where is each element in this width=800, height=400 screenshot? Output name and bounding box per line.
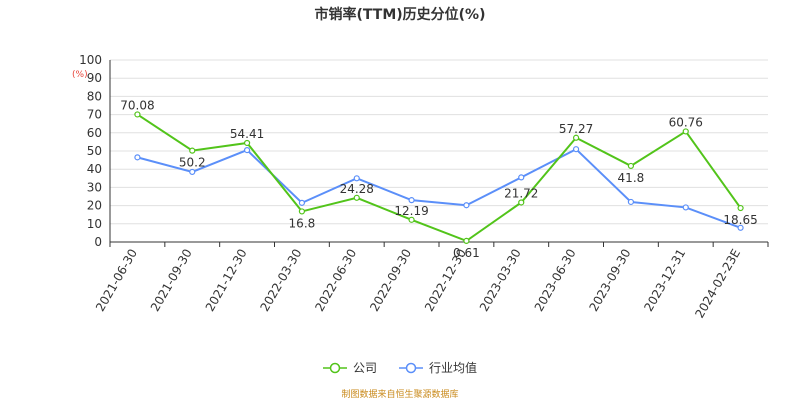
y-tick-label: 70 [87, 108, 102, 122]
company-data-label: 12.19 [394, 204, 428, 218]
chart-legend: 公司 行业均值 [0, 359, 800, 376]
y-tick-label: 80 [87, 89, 102, 103]
company-data-label: 18.65 [723, 213, 757, 227]
x-tick-label: 2021-06-30 [93, 247, 140, 314]
industry-point [682, 204, 689, 211]
industry-point [627, 198, 635, 206]
y-tick-label: 100 [79, 53, 102, 67]
company-point [243, 139, 251, 147]
y-tick-label: 0 [94, 235, 102, 249]
company-point [463, 237, 470, 244]
y-tick-label: 50 [87, 144, 102, 158]
y-axis-unit-label: (%) [72, 70, 88, 80]
x-tick-label: 2023-06-30 [532, 247, 579, 314]
company-point [627, 162, 635, 170]
y-tick-label: 10 [87, 217, 102, 231]
y-tick-label: 90 [87, 71, 102, 85]
company-point [518, 199, 525, 206]
x-tick-label: 2023-09-30 [587, 247, 634, 314]
legend-item-industry[interactable]: 行业均值 [399, 359, 477, 376]
industry-point [189, 168, 196, 176]
y-tick-label: 20 [87, 199, 102, 213]
company-data-label: 24.28 [340, 182, 374, 196]
series-line-company [136, 113, 742, 243]
industry-point [298, 199, 306, 206]
source-note: 制图数据来自恒生聚源数据库 [341, 390, 459, 400]
x-tick-label: 2022-09-30 [367, 247, 414, 314]
y-tick-label: 30 [87, 180, 102, 194]
company-point [298, 208, 306, 215]
x-tick-label: 2023-03-30 [477, 247, 524, 314]
industry-point [572, 146, 580, 153]
industry-point [134, 154, 141, 161]
x-tick-label: 2022-03-30 [258, 247, 305, 314]
legend-company-label: 公司 [352, 361, 377, 375]
company-point [682, 128, 689, 135]
x-tick-label: 2022-06-30 [312, 247, 359, 314]
company-data-label: 54.41 [230, 127, 264, 141]
x-tick-label: 2023-12-31 [641, 247, 688, 314]
x-tick-label: 2021-09-30 [148, 247, 195, 314]
company-point [408, 216, 415, 223]
company-point [737, 204, 744, 212]
industry-point [243, 146, 251, 154]
company-data-label: 50.2 [179, 156, 206, 170]
legend-industry-label: 行业均值 [429, 361, 478, 375]
y-tick-label: 60 [87, 126, 102, 140]
company-point [353, 194, 360, 201]
company-point [572, 134, 580, 141]
industry-point [353, 175, 360, 182]
series-line-industry [137, 147, 741, 229]
company-data-label: 0.61 [453, 246, 480, 260]
legend-company-marker-icon [322, 362, 347, 373]
industry-point [463, 202, 470, 209]
company-data-label: 41.8 [618, 171, 645, 185]
chart-title: 市销率(TTM)历史分位(%) [314, 7, 486, 23]
company-data-label: 57.27 [559, 122, 593, 136]
industry-point [518, 174, 525, 181]
legend-industry-marker-icon [399, 362, 423, 373]
y-tick-label: 40 [87, 162, 102, 176]
company-data-label: 21.72 [504, 186, 538, 200]
industry-point [737, 224, 744, 231]
x-tick-label: 2024-02-23E [692, 247, 743, 321]
industry-point [408, 197, 415, 204]
company-data-label: 16.8 [289, 216, 316, 230]
legend-company-circle [329, 362, 341, 373]
company-point [134, 111, 141, 118]
company-data-label: 60.76 [669, 115, 703, 129]
legend-industry-circle [405, 362, 417, 373]
company-data-label: 70.08 [120, 98, 154, 112]
x-tick-label: 2021-12-30 [203, 246, 250, 313]
company-point [189, 147, 196, 154]
legend-item-company[interactable]: 公司 [322, 359, 377, 376]
